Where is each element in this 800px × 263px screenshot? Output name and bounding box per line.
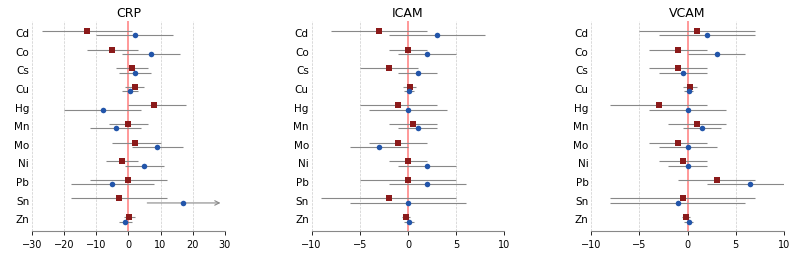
Title: ICAM: ICAM bbox=[392, 7, 424, 20]
Title: VCAM: VCAM bbox=[670, 7, 706, 20]
Title: CRP: CRP bbox=[116, 7, 141, 20]
